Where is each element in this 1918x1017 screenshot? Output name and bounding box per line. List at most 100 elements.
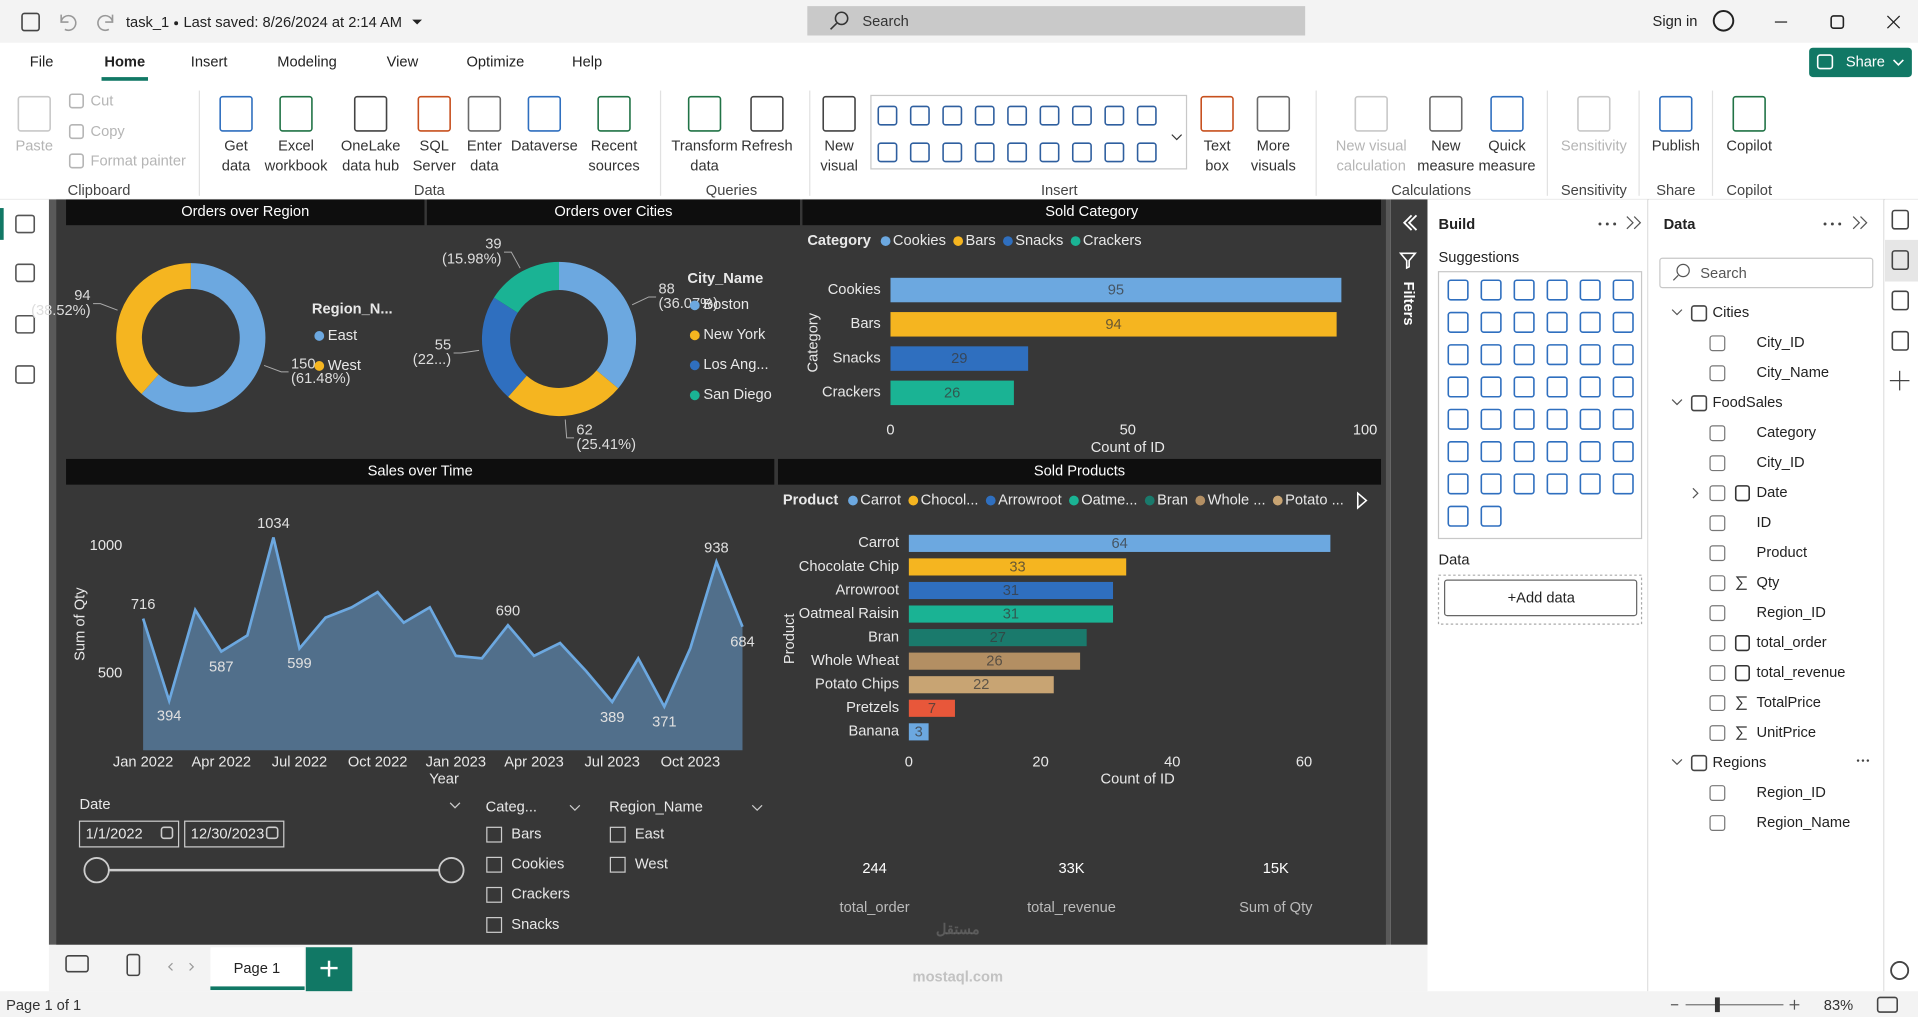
- ribbon-button[interactable]: measure: [1417, 158, 1474, 174]
- ribbon-button[interactable]: Cut: [91, 93, 114, 109]
- field-checkbox[interactable]: [1709, 485, 1726, 502]
- field-name[interactable]: TotalPrice: [1757, 695, 1821, 711]
- ribbon-button[interactable]: Get: [224, 139, 248, 155]
- field-checkbox[interactable]: [1709, 455, 1726, 472]
- share-button[interactable]: [1809, 47, 1912, 78]
- field-checkbox[interactable]: [1709, 515, 1726, 532]
- field-name[interactable]: Category: [1757, 425, 1817, 441]
- slicer-item[interactable]: Bars: [511, 827, 541, 843]
- date-input[interactable]: [78, 820, 180, 848]
- ribbon-button[interactable]: Dataverse: [511, 139, 578, 155]
- legend-next[interactable]: [1356, 491, 1368, 510]
- menu-tab[interactable]: File: [30, 54, 54, 70]
- field-name[interactable]: total_order: [1757, 635, 1827, 651]
- slicer-checkbox[interactable]: [609, 856, 626, 873]
- ribbon-button[interactable]: Copilot: [1726, 139, 1772, 155]
- ribbon-button[interactable]: data: [222, 158, 251, 174]
- field-name[interactable]: City_Name: [1757, 365, 1830, 381]
- ribbon-button[interactable]: Transform: [671, 139, 737, 155]
- field-name[interactable]: Product: [1757, 545, 1808, 561]
- ribbon-button[interactable]: data: [690, 158, 719, 174]
- ribbon-button[interactable]: Excel: [278, 139, 314, 155]
- ribbon-button[interactable]: New: [1431, 139, 1461, 155]
- field-name[interactable]: Date: [1757, 485, 1788, 501]
- ribbon-button[interactable]: Copy: [91, 124, 126, 140]
- slider-handle[interactable]: [438, 856, 465, 884]
- page-tab[interactable]: [210, 947, 305, 992]
- slider-handle[interactable]: [83, 856, 110, 884]
- slicer-checkbox[interactable]: [486, 886, 503, 903]
- field-checkbox[interactable]: [1709, 425, 1726, 442]
- ribbon-button[interactable]: More: [1257, 139, 1290, 155]
- ribbon-button[interactable]: Paste: [15, 139, 53, 155]
- filters-label[interactable]: Filters: [1400, 281, 1416, 325]
- menu-tab[interactable]: Modeling: [277, 54, 337, 70]
- menu-tab[interactable]: Help: [572, 54, 602, 70]
- field-checkbox[interactable]: [1709, 605, 1726, 622]
- ribbon-button[interactable]: Publish: [1652, 139, 1700, 155]
- field-checkbox[interactable]: [1709, 335, 1726, 352]
- field-checkbox[interactable]: [1709, 815, 1726, 831]
- menu-tab[interactable]: Insert: [191, 54, 228, 70]
- slicer-checkbox[interactable]: [609, 826, 626, 843]
- field-checkbox[interactable]: [1709, 695, 1726, 712]
- search-box[interactable]: [807, 6, 1306, 36]
- field-name[interactable]: ID: [1757, 515, 1772, 531]
- slicer-checkbox[interactable]: [486, 917, 503, 933]
- field-checkbox[interactable]: [1709, 635, 1726, 652]
- field-name[interactable]: City_ID: [1757, 455, 1805, 471]
- slicer-checkbox[interactable]: [486, 826, 503, 843]
- ribbon-button[interactable]: Sensitivity: [1561, 139, 1628, 155]
- menu-tab[interactable]: Home: [104, 54, 145, 70]
- field-checkbox[interactable]: [1709, 725, 1726, 742]
- ribbon-button[interactable]: Text: [1204, 139, 1231, 155]
- field-name[interactable]: City_ID: [1757, 335, 1805, 351]
- dropdown[interactable]: [412, 19, 423, 25]
- sign-in[interactable]: Sign in: [1653, 14, 1698, 30]
- slicer-checkbox[interactable]: [486, 856, 503, 873]
- table-name[interactable]: Regions: [1713, 755, 1767, 771]
- ribbon-button[interactable]: box: [1205, 158, 1229, 174]
- ribbon-button[interactable]: Format painter: [91, 153, 186, 169]
- ribbon-button[interactable]: data: [470, 158, 499, 174]
- menu-tab[interactable]: View: [387, 54, 419, 70]
- slicer-item[interactable]: Cookies: [511, 857, 564, 873]
- field-checkbox[interactable]: [1709, 545, 1726, 562]
- slicer-item[interactable]: East: [635, 827, 664, 843]
- slicer-item[interactable]: Snacks: [511, 917, 559, 933]
- slicer-item[interactable]: West: [635, 857, 668, 873]
- add-data-label[interactable]: +Add data: [1508, 590, 1576, 606]
- ribbon-button[interactable]: OneLake: [341, 139, 401, 155]
- ribbon-button[interactable]: New: [824, 139, 854, 155]
- field-name[interactable]: Qty: [1757, 575, 1780, 591]
- slicer-item[interactable]: Crackers: [511, 887, 570, 903]
- data-search[interactable]: [1659, 257, 1874, 289]
- ribbon-button[interactable]: Recent: [591, 139, 637, 155]
- ribbon-button[interactable]: visuals: [1251, 158, 1296, 174]
- ribbon-button[interactable]: calculation: [1337, 158, 1406, 174]
- field-name[interactable]: Region_ID: [1757, 785, 1826, 801]
- ribbon-button[interactable]: Server: [413, 158, 456, 174]
- ribbon-button[interactable]: visual: [820, 158, 858, 174]
- ribbon-button[interactable]: sources: [588, 158, 639, 174]
- field-name[interactable]: total_revenue: [1757, 665, 1846, 681]
- field-name[interactable]: UnitPrice: [1757, 725, 1817, 741]
- field-checkbox[interactable]: [1709, 665, 1726, 682]
- field-checkbox[interactable]: [1709, 785, 1726, 801]
- ribbon-button[interactable]: workbook: [264, 158, 328, 174]
- field-checkbox[interactable]: [1709, 575, 1726, 592]
- menu-tab[interactable]: Optimize: [466, 54, 524, 70]
- field-checkbox[interactable]: [1709, 365, 1726, 382]
- ribbon-button[interactable]: Refresh: [741, 139, 792, 155]
- ribbon-button[interactable]: Quick: [1488, 139, 1526, 155]
- ribbon-button[interactable]: SQL: [420, 139, 449, 155]
- field-name[interactable]: Region_Name: [1757, 815, 1851, 831]
- add-data-button[interactable]: [1444, 579, 1638, 617]
- ribbon-button[interactable]: New visual: [1336, 139, 1407, 155]
- table-name[interactable]: FoodSales: [1713, 395, 1783, 411]
- ribbon-button[interactable]: data hub: [342, 158, 399, 174]
- field-name[interactable]: Region_ID: [1757, 605, 1826, 621]
- ribbon-button[interactable]: measure: [1478, 158, 1535, 174]
- page-tab-label[interactable]: Page 1: [234, 961, 281, 977]
- table-name[interactable]: Cities: [1713, 305, 1750, 321]
